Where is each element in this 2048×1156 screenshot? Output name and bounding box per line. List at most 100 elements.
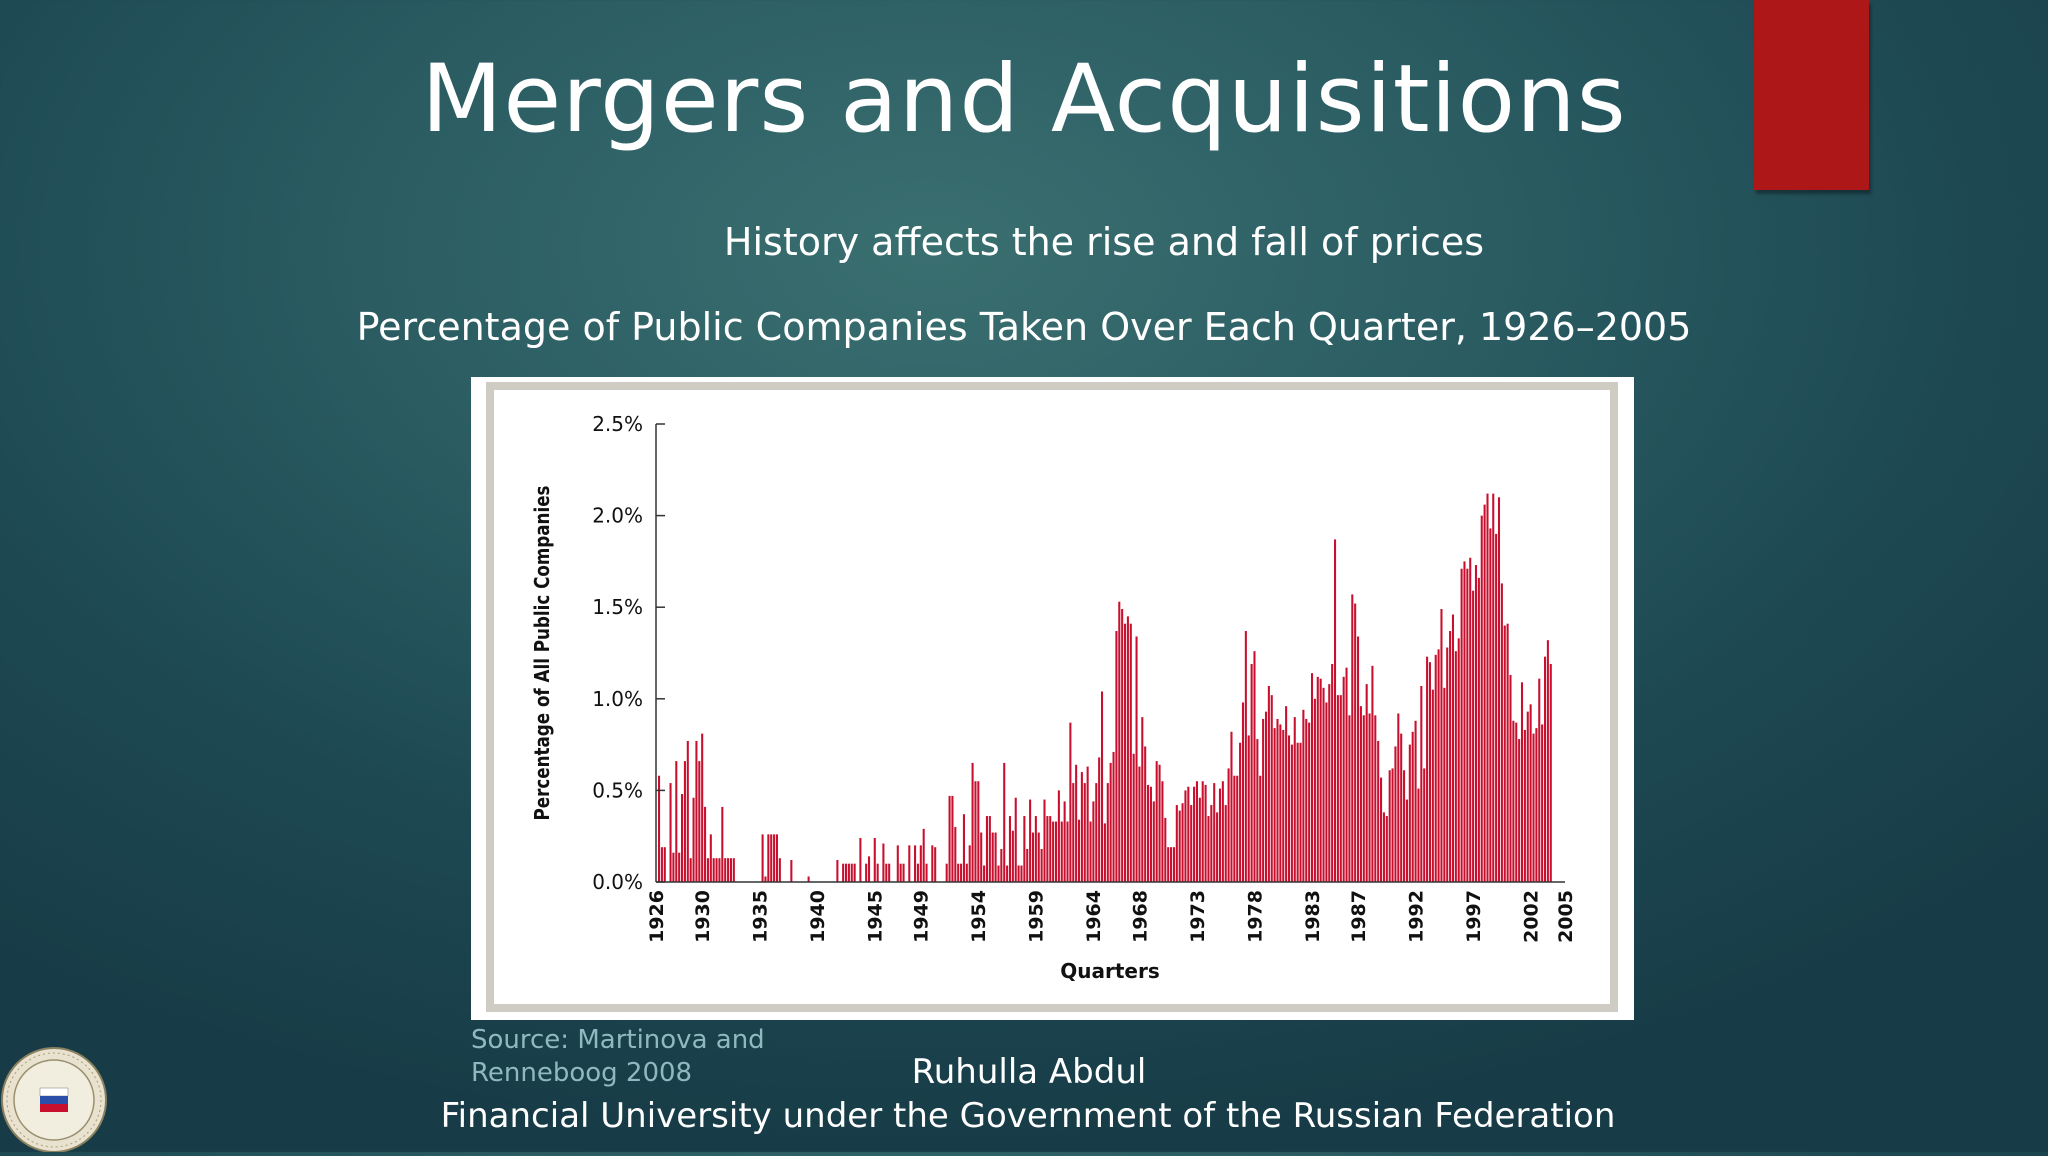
chart-bar bbox=[1201, 781, 1204, 882]
chart-bar bbox=[675, 761, 678, 882]
chart-bar bbox=[908, 845, 911, 882]
chart-frame: 0.0% 0.5% 1.0% 1.5% 2.0% 2.5% 1926 1930 1935 1940… bbox=[471, 377, 1634, 1020]
chart-bar bbox=[775, 834, 779, 882]
chart-bar bbox=[1357, 636, 1360, 882]
chart-bar bbox=[948, 795, 951, 882]
chart-bar bbox=[1100, 691, 1104, 882]
x-tick-label: 1935 bbox=[750, 890, 772, 943]
takeover-bar-chart: 0.0% 0.5% 1.0% 1.5% 2.0% 2.5% 1926 1930 1935 1940… bbox=[486, 382, 1618, 1012]
chart-bar bbox=[1052, 821, 1055, 882]
chart-bar bbox=[1221, 781, 1224, 882]
x-tick-label: 1987 bbox=[1348, 890, 1370, 943]
chart-bar bbox=[1264, 711, 1268, 882]
chart-bar bbox=[1394, 746, 1397, 882]
chart-bar bbox=[1089, 821, 1092, 882]
chart-bar bbox=[773, 834, 776, 882]
chart-bar bbox=[1463, 561, 1466, 882]
chart-bar bbox=[896, 845, 899, 882]
chart-bar bbox=[1207, 816, 1210, 882]
chart-bar bbox=[1518, 739, 1521, 882]
chart-bar bbox=[1026, 849, 1029, 882]
chart-bar bbox=[767, 834, 770, 882]
y-tick-label: 1.0% bbox=[592, 687, 643, 711]
chart-bar bbox=[960, 863, 963, 882]
chart-bar bbox=[985, 816, 988, 882]
chart-bar bbox=[1011, 830, 1014, 882]
chart-bar bbox=[1239, 742, 1242, 882]
x-tick-label: 1992 bbox=[1405, 890, 1427, 943]
slide-title: Mergers and Acquisitions bbox=[421, 45, 1627, 154]
chart-bar bbox=[965, 863, 968, 882]
chart-bar bbox=[1538, 678, 1541, 882]
chart-bar bbox=[712, 858, 715, 882]
x-tick-label: 1945 bbox=[865, 890, 887, 943]
chart-bar bbox=[1106, 783, 1109, 882]
source-link[interactable]: Martinova and Renneboog 2008 bbox=[471, 1025, 765, 1089]
chart-bar bbox=[732, 858, 735, 882]
institution-name: Financial University under the Governmen… bbox=[440, 1096, 1616, 1136]
chart-bar bbox=[1170, 847, 1173, 882]
chart-bar bbox=[729, 858, 732, 882]
chart-bar bbox=[1147, 784, 1150, 882]
chart-bar bbox=[1299, 742, 1302, 882]
chart-bar bbox=[1308, 722, 1311, 882]
chart-bar bbox=[1348, 715, 1351, 882]
chart-bar bbox=[1371, 665, 1374, 882]
chart-bar bbox=[1451, 614, 1455, 882]
chart-bar bbox=[1029, 799, 1032, 882]
chart-bar bbox=[709, 834, 712, 882]
chart-bar bbox=[1282, 729, 1285, 882]
chart-bar bbox=[1060, 821, 1063, 882]
chart-bar bbox=[1233, 775, 1236, 882]
chart-bar bbox=[686, 740, 689, 882]
chart-bar bbox=[922, 828, 925, 882]
chart-bar bbox=[1331, 663, 1334, 882]
chart-heading: Percentage of Public Companies Taken Ove… bbox=[356, 305, 1692, 349]
chart-bar bbox=[1259, 775, 1262, 882]
x-tick-label: 1997 bbox=[1463, 890, 1485, 943]
x-tick-label: 1949 bbox=[911, 890, 933, 943]
chart-bar bbox=[778, 858, 781, 882]
chart-bar bbox=[1365, 684, 1368, 882]
chart-bar bbox=[1008, 816, 1012, 882]
chart-bar bbox=[678, 852, 681, 882]
chart-bar bbox=[1003, 762, 1006, 882]
chart-bar bbox=[1549, 663, 1552, 882]
chart-bar bbox=[988, 816, 991, 882]
chart-bar bbox=[1316, 676, 1319, 882]
chart-bar bbox=[1092, 801, 1095, 882]
chart-bar bbox=[1103, 823, 1106, 882]
y-tick-label: 1.5% bbox=[592, 595, 643, 619]
chart-bar bbox=[1109, 762, 1112, 882]
chart-bar bbox=[764, 876, 767, 882]
chart-bar bbox=[1054, 821, 1058, 882]
chart-bar bbox=[882, 843, 885, 882]
chart-bar bbox=[977, 781, 980, 882]
chart-bar bbox=[1362, 715, 1365, 882]
chart-bar bbox=[1230, 731, 1233, 882]
chart-bar bbox=[1474, 565, 1478, 882]
chart-bar bbox=[1244, 631, 1247, 882]
chart-bar bbox=[1075, 764, 1078, 882]
chart-bar bbox=[1141, 717, 1144, 882]
chart-bar bbox=[1069, 722, 1072, 882]
chart-bar bbox=[660, 847, 663, 882]
chart-bar bbox=[1285, 706, 1288, 882]
chart-bar bbox=[1253, 651, 1256, 882]
chart-bar bbox=[1472, 590, 1475, 882]
chart-bar bbox=[1115, 631, 1118, 882]
chart-bar bbox=[1290, 744, 1293, 882]
chart-bar bbox=[1388, 770, 1391, 882]
chart-bar bbox=[994, 832, 997, 882]
chart-bar bbox=[867, 856, 871, 882]
chart-bar bbox=[1034, 816, 1037, 882]
chart-bar bbox=[1175, 805, 1178, 882]
chart-bar bbox=[1535, 728, 1538, 882]
chart-bar bbox=[1434, 654, 1437, 882]
y-tick-label: 2.5% bbox=[592, 412, 643, 436]
chart-bar bbox=[888, 863, 891, 882]
chart-bar bbox=[1144, 746, 1147, 882]
chart-bar bbox=[1380, 777, 1383, 882]
chart-bar bbox=[899, 863, 902, 882]
chart-bar bbox=[1454, 651, 1457, 882]
